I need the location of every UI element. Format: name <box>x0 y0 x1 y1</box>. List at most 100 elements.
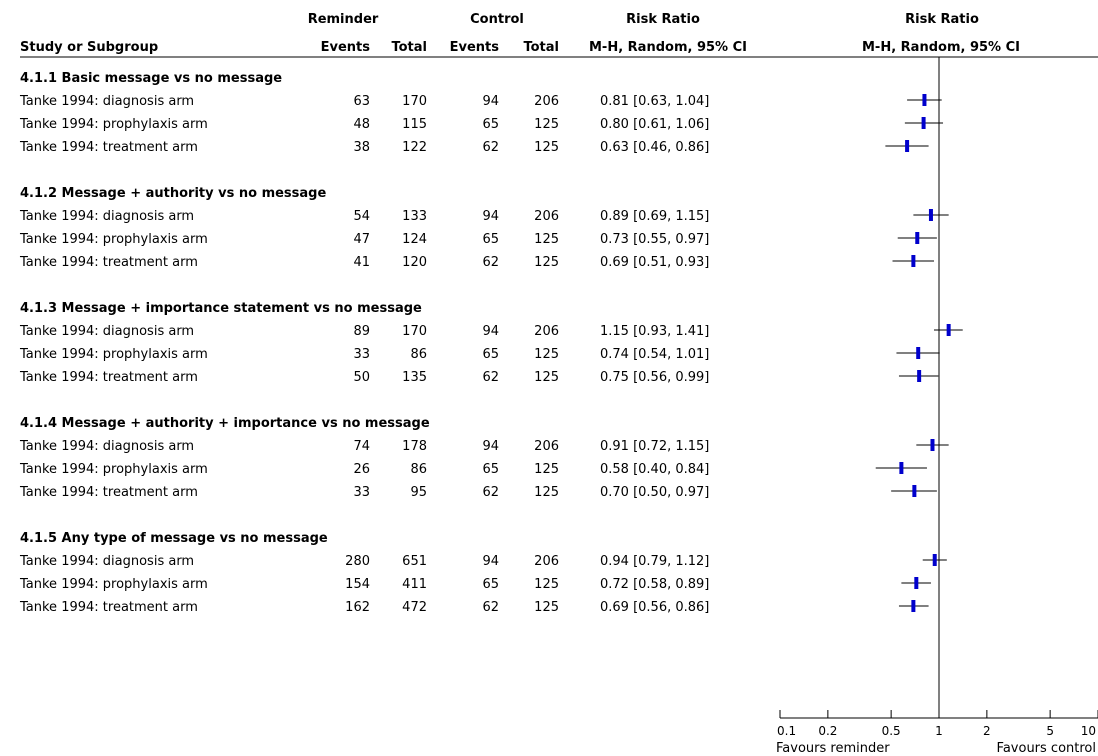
control-events: 65 <box>482 347 499 362</box>
study-name: Tanke 1994: diagnosis arm <box>19 554 194 569</box>
reminder-events: 280 <box>345 554 370 569</box>
risk-ratio-ci: 0.70 [0.50, 0.97] <box>600 485 709 500</box>
risk-ratio-ci: 0.91 [0.72, 1.15] <box>600 439 709 454</box>
x-tick-label: 10 <box>1081 724 1096 738</box>
reminder-total: 124 <box>402 232 427 247</box>
risk-ratio-ci: 0.89 [0.69, 1.15] <box>600 209 709 224</box>
x-tick-label: 2 <box>983 724 991 738</box>
reminder-events: 154 <box>345 577 370 592</box>
risk-ratio-ci: 0.72 [0.58, 0.89] <box>600 577 709 592</box>
reminder-events: 54 <box>353 209 370 224</box>
subgroup-title: 4.1.4 Message + authority + importance v… <box>20 416 430 431</box>
risk-ratio-ci: 0.73 [0.55, 0.97] <box>600 232 709 247</box>
risk-ratio-ci: 0.69 [0.51, 0.93] <box>600 255 709 270</box>
reminder-events: 26 <box>353 462 370 477</box>
risk-ratio-ci: 0.81 [0.63, 1.04] <box>600 94 709 109</box>
reminder-events: 89 <box>353 324 370 339</box>
study-name: Tanke 1994: prophylaxis arm <box>19 232 208 247</box>
point-estimate <box>899 462 904 474</box>
control-total: 125 <box>534 462 559 477</box>
study-name: Tanke 1994: treatment arm <box>19 140 198 155</box>
risk-ratio-ci: 0.75 [0.56, 0.99] <box>600 370 709 385</box>
header-total-2: Total <box>523 40 559 55</box>
study-name: Tanke 1994: treatment arm <box>19 485 198 500</box>
reminder-total: 120 <box>402 255 427 270</box>
reminder-events: 74 <box>353 439 370 454</box>
point-estimate <box>916 347 921 359</box>
point-estimate <box>915 232 920 244</box>
point-estimate <box>946 324 951 336</box>
reminder-total: 86 <box>410 347 427 362</box>
reminder-total: 133 <box>402 209 427 224</box>
reminder-total: 178 <box>402 439 427 454</box>
control-total: 206 <box>534 554 559 569</box>
study-name: Tanke 1994: treatment arm <box>19 600 198 615</box>
control-events: 65 <box>482 462 499 477</box>
reminder-events: 47 <box>353 232 370 247</box>
reminder-total: 95 <box>410 485 427 500</box>
reminder-total: 86 <box>410 462 427 477</box>
point-estimate <box>930 439 935 451</box>
header-total-1: Total <box>391 40 427 55</box>
study-name: Tanke 1994: diagnosis arm <box>19 94 194 109</box>
x-tick-label: 5 <box>1046 724 1054 738</box>
reminder-events: 33 <box>353 347 370 362</box>
reminder-total: 651 <box>402 554 427 569</box>
reminder-events: 48 <box>353 117 370 132</box>
reminder-total: 411 <box>402 577 427 592</box>
header-group2: Control <box>470 12 524 27</box>
x-tick-label: 0.1 <box>777 724 796 738</box>
risk-ratio-ci: 0.63 [0.46, 0.86] <box>600 140 709 155</box>
control-events: 94 <box>482 554 499 569</box>
control-total: 206 <box>534 209 559 224</box>
point-estimate <box>912 485 917 497</box>
risk-ratio-ci: 0.74 [0.54, 1.01] <box>600 347 709 362</box>
point-estimate <box>911 255 916 267</box>
control-events: 62 <box>482 600 499 615</box>
header-risk-ratio: Risk Ratio <box>626 12 700 27</box>
control-events: 62 <box>482 140 499 155</box>
subgroup-title: 4.1.5 Any type of message vs no message <box>20 531 328 546</box>
favours-right-label: Favours control <box>997 741 1096 756</box>
study-name: Tanke 1994: diagnosis arm <box>19 439 194 454</box>
risk-ratio-ci: 0.94 [0.79, 1.12] <box>600 554 709 569</box>
study-name: Tanke 1994: prophylaxis arm <box>19 117 208 132</box>
subgroup-title: 4.1.1 Basic message vs no message <box>20 71 282 86</box>
reminder-total: 115 <box>402 117 427 132</box>
control-total: 125 <box>534 117 559 132</box>
study-name: Tanke 1994: prophylaxis arm <box>19 462 208 477</box>
reminder-events: 33 <box>353 485 370 500</box>
point-estimate <box>914 577 919 589</box>
point-estimate <box>932 554 937 566</box>
study-name: Tanke 1994: prophylaxis arm <box>19 347 208 362</box>
study-name: Tanke 1994: prophylaxis arm <box>19 577 208 592</box>
control-events: 94 <box>482 324 499 339</box>
header-events-1: Events <box>321 40 371 55</box>
reminder-total: 472 <box>402 600 427 615</box>
control-events: 62 <box>482 370 499 385</box>
control-total: 125 <box>534 600 559 615</box>
forest-marks <box>875 57 963 718</box>
control-total: 206 <box>534 94 559 109</box>
subgroup-title: 4.1.2 Message + authority vs no message <box>20 186 326 201</box>
x-axis: 0.1 0.2 0.5 1 2 5 10 <box>777 710 1098 738</box>
x-tick-label: 0.2 <box>818 724 837 738</box>
control-events: 65 <box>482 117 499 132</box>
point-estimate <box>905 140 910 152</box>
x-tick-label: 1 <box>935 724 943 738</box>
subgroup-title: 4.1.3 Message + importance statement vs … <box>20 301 422 316</box>
reminder-total: 122 <box>402 140 427 155</box>
header-plot-risk-ratio: Risk Ratio <box>905 12 979 27</box>
header-events-2: Events <box>450 40 500 55</box>
header-group1: Reminder <box>308 12 379 27</box>
control-events: 94 <box>482 94 499 109</box>
risk-ratio-ci: 0.80 [0.61, 1.06] <box>600 117 709 132</box>
study-name: Tanke 1994: diagnosis arm <box>19 209 194 224</box>
header-study-col: Study or Subgroup <box>20 40 158 55</box>
study-name: Tanke 1994: treatment arm <box>19 255 198 270</box>
reminder-events: 41 <box>353 255 370 270</box>
control-total: 206 <box>534 324 559 339</box>
control-total: 125 <box>534 485 559 500</box>
study-rows: 4.1.1 Basic message vs no message Tanke 1… <box>19 71 709 615</box>
